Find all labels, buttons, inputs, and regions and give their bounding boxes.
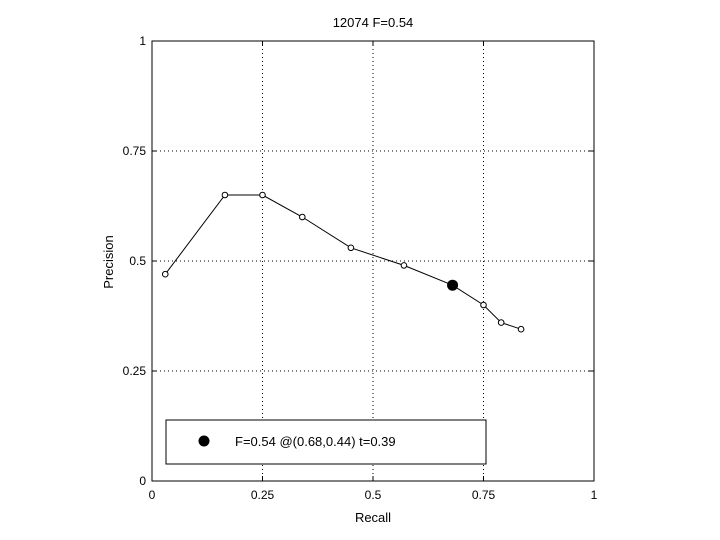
data-point xyxy=(480,301,487,309)
x-tick-label: 0.5 xyxy=(365,488,382,502)
chart-title: 12074 F=0.54 xyxy=(333,15,414,30)
x-tick-label: 0.75 xyxy=(472,488,496,502)
y-tick-label: 0.75 xyxy=(123,144,147,158)
data-point xyxy=(161,270,169,278)
x-tick-label: 0 xyxy=(149,488,156,502)
y-tick-labels: 0 0.25 0.5 0.75 1 xyxy=(123,34,147,488)
series-line xyxy=(164,194,522,330)
best-f-point xyxy=(447,279,459,291)
data-point xyxy=(298,213,306,221)
best-f-marker xyxy=(447,279,459,291)
legend-entry: F=0.54 @(0.68,0.44) t=0.39 xyxy=(235,434,396,449)
data-point xyxy=(259,191,266,199)
data-point xyxy=(517,325,525,333)
legend-marker xyxy=(198,435,210,447)
axes xyxy=(151,40,595,482)
x-tick-label: 1 xyxy=(591,488,598,502)
x-tick-labels: 0 0.25 0.5 0.75 1 xyxy=(149,488,598,502)
y-tick-label: 0.5 xyxy=(129,254,146,268)
data-point xyxy=(347,244,355,252)
y-tick-label: 0.25 xyxy=(123,364,147,378)
data-point xyxy=(497,319,505,326)
data-point xyxy=(400,262,408,269)
legend: F=0.54 @(0.68,0.44) t=0.39 xyxy=(165,419,487,465)
y-tick-label: 1 xyxy=(139,34,146,48)
x-axis-label: Recall xyxy=(355,510,391,525)
data-point xyxy=(221,191,229,199)
grid-lines xyxy=(152,41,594,481)
y-axis-label: Precision xyxy=(101,235,116,288)
y-tick-label: 0 xyxy=(139,474,146,488)
legend-box xyxy=(165,419,487,465)
x-tick-label: 0.25 xyxy=(251,488,275,502)
